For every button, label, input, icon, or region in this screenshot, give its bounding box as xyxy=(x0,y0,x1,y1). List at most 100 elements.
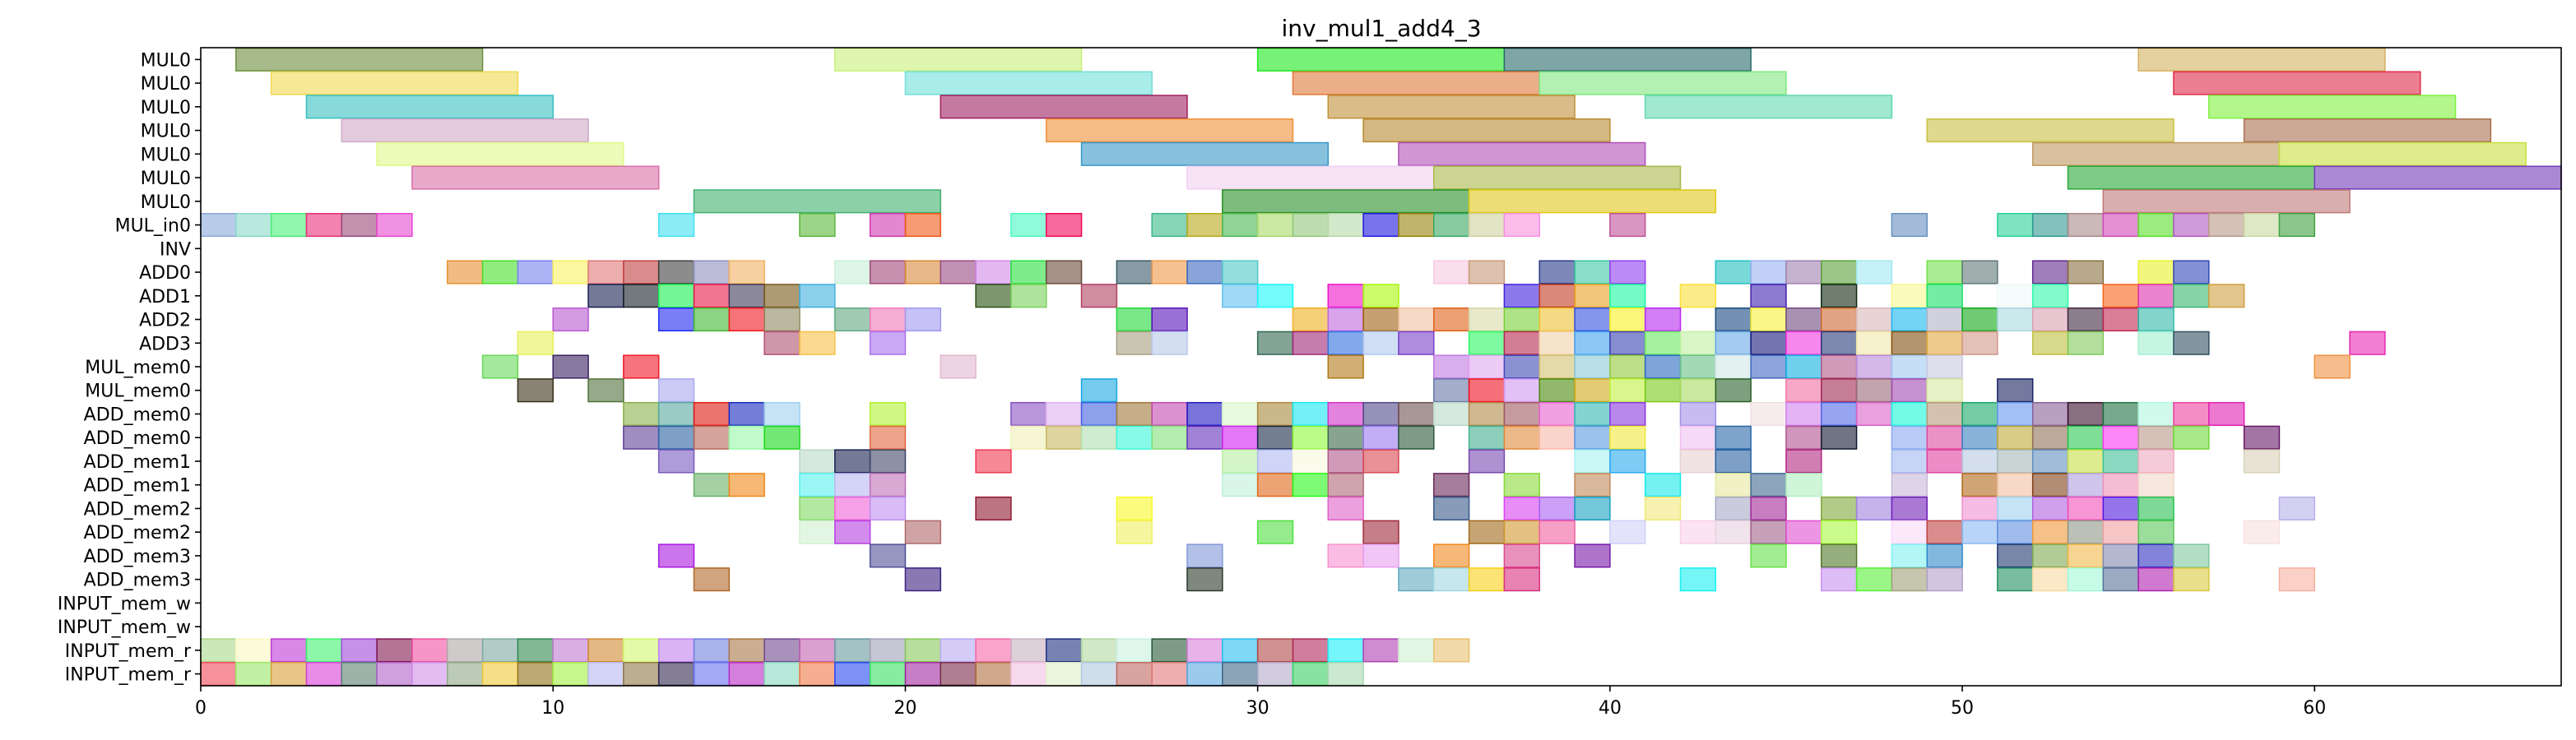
task-bar xyxy=(1750,260,1787,284)
task-bar xyxy=(517,662,554,687)
task-bar xyxy=(1997,496,2034,520)
task-bar xyxy=(1256,473,1294,497)
task-bar xyxy=(2137,543,2175,568)
task-bar xyxy=(1186,567,1223,592)
task-bar xyxy=(2173,543,2210,568)
task-bar xyxy=(1855,496,1893,520)
task-bar xyxy=(481,638,519,663)
task-bar xyxy=(1855,567,1893,592)
task-bar xyxy=(834,473,871,497)
task-bar xyxy=(1679,378,1717,403)
task-bar xyxy=(1503,473,1540,497)
task-bar xyxy=(1750,331,1787,355)
task-bar xyxy=(904,567,941,592)
task-bar xyxy=(1432,165,1682,190)
task-bar xyxy=(2031,307,2069,332)
task-bar xyxy=(411,638,448,663)
task-bar xyxy=(2208,95,2457,119)
task-bar xyxy=(1679,284,1717,308)
task-bar xyxy=(200,638,237,663)
task-bar xyxy=(2067,449,2105,474)
task-bar xyxy=(1785,260,1822,284)
task-bar xyxy=(2067,567,2105,592)
task-bar xyxy=(1644,307,1682,332)
task-bar xyxy=(1821,307,1858,332)
task-bar xyxy=(834,638,871,663)
x-tick-label: 20 xyxy=(893,698,917,719)
task-bar xyxy=(1750,401,1787,427)
task-bar xyxy=(1432,307,1470,332)
task-bar xyxy=(1785,449,1822,474)
task-bar xyxy=(869,213,907,238)
task-bar xyxy=(1045,638,1083,663)
task-bar xyxy=(1750,284,1787,308)
task-bar xyxy=(1997,543,2034,568)
task-bar xyxy=(1961,401,1998,427)
chart-title: inv_mul1_add4_3 xyxy=(1281,15,1481,42)
task-bar xyxy=(1327,307,1364,332)
task-bar xyxy=(1222,284,1259,308)
task-bar xyxy=(1432,260,1470,284)
task-bar xyxy=(1045,662,1083,687)
task-bar xyxy=(1644,496,1682,520)
task-bar xyxy=(1539,331,1576,355)
task-bar xyxy=(1327,331,1364,355)
task-bar xyxy=(623,354,660,379)
task-bar xyxy=(1574,425,1611,450)
task-bar xyxy=(1997,520,2034,544)
task-bar xyxy=(552,354,589,379)
task-bar xyxy=(587,662,624,687)
y-tick-label: ADD2 xyxy=(139,311,191,331)
task-bar xyxy=(1222,473,1259,497)
task-bar xyxy=(623,638,660,663)
task-bar xyxy=(411,662,448,687)
task-bar xyxy=(1891,284,1928,308)
task-bar xyxy=(1222,425,1259,450)
task-bar xyxy=(1256,449,1294,474)
task-bar xyxy=(1644,473,1682,497)
y-tick-label: MUL0 xyxy=(141,122,191,142)
task-bar xyxy=(1468,213,1506,238)
task-bar xyxy=(869,496,907,520)
task-bar xyxy=(1503,401,1540,427)
task-bar xyxy=(1785,354,1822,379)
task-bar xyxy=(1468,189,1717,214)
task-bar xyxy=(1926,331,1963,355)
task-bar xyxy=(1997,567,2034,592)
task-bar xyxy=(869,662,907,687)
y-tick-label: ADD1 xyxy=(139,287,191,308)
task-bar xyxy=(1362,425,1399,450)
task-bar xyxy=(1186,213,1223,238)
task-bar xyxy=(1715,473,1752,497)
task-bar xyxy=(623,425,660,450)
task-bar xyxy=(1961,520,1998,544)
task-bar xyxy=(728,638,765,663)
task-bar xyxy=(1327,543,1364,568)
task-bar xyxy=(1116,260,1153,284)
task-bar xyxy=(2243,425,2281,450)
task-bar xyxy=(623,260,660,284)
task-bar xyxy=(376,141,624,166)
task-bar xyxy=(1256,213,1294,238)
task-bar xyxy=(904,307,941,332)
task-bar xyxy=(2137,284,2175,308)
task-bar xyxy=(1468,425,1506,450)
task-bar xyxy=(2137,260,2175,284)
task-bar xyxy=(2031,449,2069,474)
task-bar xyxy=(1468,331,1506,355)
task-bar xyxy=(657,284,695,308)
task-bar xyxy=(1292,473,1330,497)
task-bar xyxy=(1432,213,1470,238)
task-bar xyxy=(376,213,413,238)
task-bar xyxy=(1362,401,1399,427)
task-bar xyxy=(1715,449,1752,474)
task-bar xyxy=(1891,401,1928,427)
task-bar xyxy=(799,284,836,308)
task-bar xyxy=(587,638,624,663)
task-bar xyxy=(1644,378,1682,403)
task-bar xyxy=(1997,401,2034,427)
y-tick-label: ADD_mem0 xyxy=(84,428,191,449)
task-bar xyxy=(2102,520,2139,544)
